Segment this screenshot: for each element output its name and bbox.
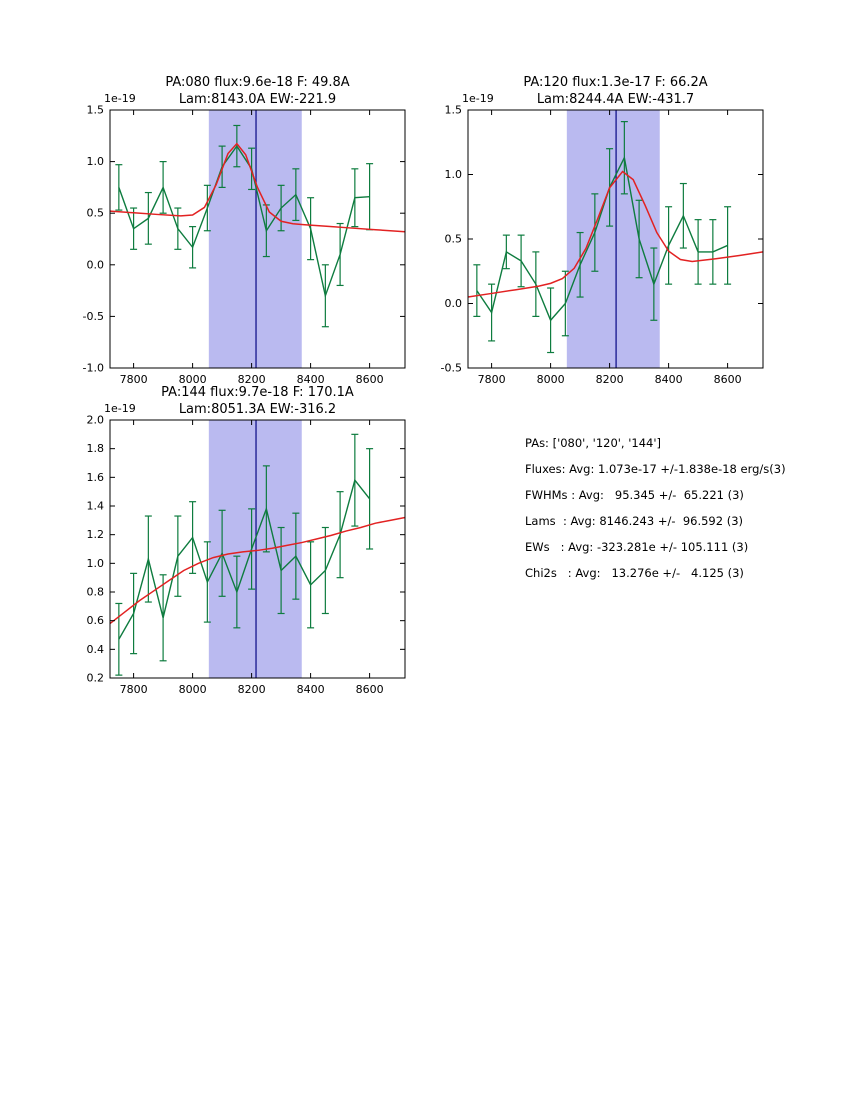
x-tick-label: 8400 <box>297 683 325 696</box>
y-tick-label: 1.0 <box>87 155 105 168</box>
y-tick-label: 1.0 <box>445 168 463 181</box>
plot-title-line1: PA:120 flux:1.3e-17 F: 66.2A <box>523 75 707 90</box>
line-region-band <box>566 110 660 368</box>
x-tick-label: 8600 <box>714 373 742 386</box>
y-tick-label: 0.4 <box>87 643 105 656</box>
y-tick-label: -0.5 <box>441 362 462 375</box>
y-tick-label: 0.8 <box>87 586 105 599</box>
y-tick-label: -1.0 <box>83 362 104 375</box>
gaussian-fit-line <box>109 142 406 233</box>
y-tick-label: 1.8 <box>87 442 105 455</box>
stats-fluxes-line: Fluxes: Avg: 1.073e-17 +/-1.838e-18 erg/… <box>525 462 786 476</box>
x-tick-label: 8600 <box>356 373 384 386</box>
plot-title-line1: PA:144 flux:9.7e-18 F: 170.1A <box>161 385 354 400</box>
y-tick-label: 0.0 <box>445 297 463 310</box>
x-tick-label: 7800 <box>478 373 506 386</box>
plot-title-line1: PA:080 flux:9.6e-18 F: 49.8A <box>165 75 349 90</box>
y-axis-offset-label: 1e-19 <box>462 92 494 105</box>
y-tick-label: 1.6 <box>87 471 105 484</box>
y-tick-label: 0.2 <box>87 672 105 685</box>
plot-title-line2: Lam:8051.3A EW:-316.2 <box>179 402 336 417</box>
gaussian-fit-line <box>109 516 406 625</box>
y-axis-offset-label: 1e-19 <box>104 402 136 415</box>
y-tick-label: -0.5 <box>83 310 104 323</box>
spectrum-chart-svg: 7800 8000 8200 8400 8600 0.2 0.4 0.6 0.8 1.0 1.2 1.… <box>87 385 406 696</box>
line-region-band <box>208 420 302 678</box>
y-tick-label: 1.2 <box>87 528 105 541</box>
axes-frame <box>109 419 406 679</box>
stats-pas-line: PAs: ['080', '120', '144'] <box>525 436 662 450</box>
x-tick-label: 8200 <box>238 373 266 386</box>
x-tick-label: 8000 <box>179 683 207 696</box>
plot-pa120: 7800 8000 8200 8400 8600 -0.5 0.0 0.5 1.0 1.5 PA:1… <box>428 65 773 394</box>
spectrum-chart-svg: 7800 8000 8200 8400 8600 -0.5 0.0 0.5 1.0 1.5 PA:1… <box>441 75 764 386</box>
x-tick-label: 8400 <box>297 373 325 386</box>
spectrum-data-line <box>118 144 370 299</box>
x-tick-label: 8000 <box>179 373 207 386</box>
stats-fwhms-line: FWHMs : Avg: 95.345 +/- 65.221 (3) <box>525 488 744 502</box>
stats-lams-line: Lams : Avg: 8146.243 +/- 96.592 (3) <box>525 514 744 528</box>
x-tick-label: 8600 <box>356 683 384 696</box>
stats-chi2s-line: Chi2s : Avg: 13.276e +/- 4.125 (3) <box>525 566 744 580</box>
x-tick-label: 8000 <box>537 373 565 386</box>
spectrum-data-line <box>118 478 371 640</box>
plot-title-line2: Lam:8143.0A EW:-221.9 <box>179 92 336 107</box>
plot-pa144: 7800 8000 8200 8400 8600 0.2 0.4 0.6 0.8 1.0 1.2 1.… <box>70 375 415 704</box>
axes-frame <box>109 109 406 369</box>
tick-marks <box>110 419 405 679</box>
tick-marks <box>110 109 405 369</box>
y-tick-label: 1.0 <box>87 557 105 570</box>
plot-pa080: 7800 8000 8200 8400 8600 -1.0 -0.5 0.0 0.5 1.0 1.5… <box>70 65 415 394</box>
y-tick-label: 1.5 <box>445 104 463 117</box>
y-tick-label: 2.0 <box>87 414 105 427</box>
y-axis-offset-label: 1e-19 <box>104 92 136 105</box>
x-tick-label: 7800 <box>120 683 148 696</box>
fit-statistics-panel: PAs: ['080', '120', '144'] Fluxes: Avg: … <box>525 430 786 586</box>
stats-ews-line: EWs : Avg: -323.281e +/- 105.111 (3) <box>525 540 749 554</box>
x-tick-label: 7800 <box>120 373 148 386</box>
spectrum-chart-svg: 7800 8000 8200 8400 8600 -1.0 -0.5 0.0 0.5 1.0 1.5… <box>83 75 406 386</box>
y-tick-label: 0.0 <box>87 258 105 271</box>
x-tick-label: 8400 <box>655 373 683 386</box>
y-tick-label: 1.4 <box>87 500 105 513</box>
y-tick-label: 1.5 <box>87 104 105 117</box>
y-tick-label: 0.5 <box>445 233 463 246</box>
y-tick-label: 0.5 <box>87 207 105 220</box>
x-tick-label: 8200 <box>596 373 624 386</box>
plot-title-line2: Lam:8244.4A EW:-431.7 <box>537 92 694 107</box>
tick-marks <box>468 109 763 369</box>
gaussian-fit-line <box>467 170 764 298</box>
x-tick-label: 8200 <box>238 683 266 696</box>
y-tick-label: 0.6 <box>87 614 105 627</box>
spectrum-data-line <box>476 155 728 322</box>
line-region-band <box>208 110 302 368</box>
